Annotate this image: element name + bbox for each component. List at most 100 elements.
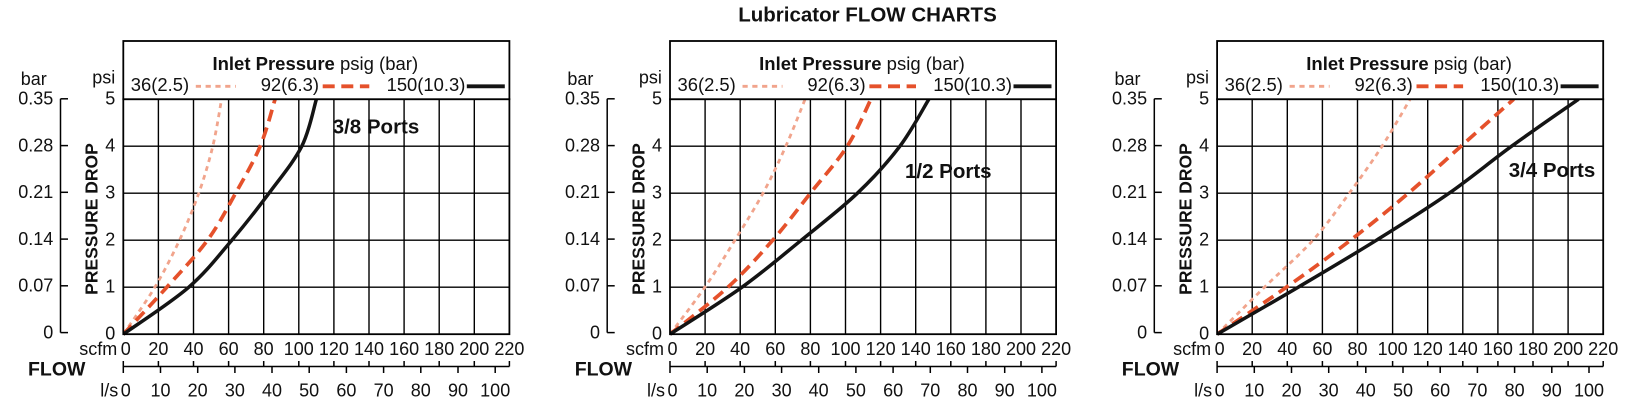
svg-text:100: 100: [284, 339, 314, 359]
svg-text:36(2.5): 36(2.5): [131, 74, 189, 95]
svg-text:80: 80: [411, 380, 431, 400]
svg-text:0: 0: [1215, 339, 1225, 359]
svg-text:0: 0: [43, 322, 53, 342]
svg-text:20: 20: [1242, 339, 1262, 359]
svg-text:160: 160: [1483, 339, 1513, 359]
svg-text:0.21: 0.21: [18, 182, 53, 202]
svg-text:psi: psi: [639, 68, 662, 88]
svg-text:80: 80: [1347, 339, 1367, 359]
svg-text:bar: bar: [1114, 69, 1140, 89]
svg-text:60: 60: [765, 339, 785, 359]
svg-text:100: 100: [480, 380, 510, 400]
svg-text:60: 60: [336, 380, 356, 400]
svg-text:0: 0: [121, 380, 131, 400]
svg-text:0: 0: [667, 380, 677, 400]
svg-text:180: 180: [971, 339, 1001, 359]
svg-text:PRESSURE DROP: PRESSURE DROP: [1176, 143, 1196, 295]
svg-text:70: 70: [374, 380, 394, 400]
svg-text:4: 4: [105, 136, 115, 156]
svg-text:100: 100: [830, 339, 860, 359]
svg-text:40: 40: [1277, 339, 1297, 359]
svg-text:60: 60: [1312, 339, 1332, 359]
svg-text:140: 140: [1448, 339, 1478, 359]
svg-text:70: 70: [920, 380, 940, 400]
svg-text:0.35: 0.35: [1112, 89, 1147, 109]
svg-text:40: 40: [730, 339, 750, 359]
svg-text:100: 100: [1574, 380, 1604, 400]
svg-text:PRESSURE DROP: PRESSURE DROP: [82, 143, 102, 295]
svg-text:20: 20: [148, 339, 168, 359]
svg-text:60: 60: [219, 339, 239, 359]
svg-text:0.07: 0.07: [1112, 276, 1147, 296]
svg-text:180: 180: [1518, 339, 1548, 359]
svg-text:140: 140: [354, 339, 384, 359]
svg-text:10: 10: [697, 380, 717, 400]
svg-text:5: 5: [1199, 89, 1209, 109]
svg-text:0.21: 0.21: [565, 182, 600, 202]
svg-text:3: 3: [1199, 183, 1209, 203]
svg-text:0: 0: [121, 339, 131, 359]
svg-text:scfm: scfm: [79, 339, 117, 359]
svg-text:0.07: 0.07: [18, 276, 53, 296]
svg-text:40: 40: [1356, 380, 1376, 400]
svg-text:0: 0: [105, 324, 115, 344]
svg-text:0.07: 0.07: [565, 276, 600, 296]
svg-text:20: 20: [734, 380, 754, 400]
svg-text:90: 90: [1542, 380, 1562, 400]
svg-text:90: 90: [995, 380, 1015, 400]
svg-text:1: 1: [652, 277, 662, 297]
svg-text:1: 1: [1199, 277, 1209, 297]
svg-text:92(6.3): 92(6.3): [1355, 74, 1413, 95]
svg-text:160: 160: [936, 339, 966, 359]
svg-text:150(10.3): 150(10.3): [933, 74, 1012, 95]
svg-text:4: 4: [1199, 136, 1209, 156]
svg-text:0.28: 0.28: [565, 135, 600, 155]
svg-text:120: 120: [866, 339, 896, 359]
svg-text:Lubricator FLOW CHARTS: Lubricator FLOW CHARTS: [738, 4, 997, 27]
svg-text:scfm: scfm: [1173, 339, 1211, 359]
svg-text:3: 3: [105, 183, 115, 203]
svg-text:200: 200: [459, 339, 489, 359]
svg-text:150(10.3): 150(10.3): [1480, 74, 1559, 95]
svg-text:30: 30: [1319, 380, 1339, 400]
svg-text:scfm: scfm: [626, 339, 664, 359]
svg-text:92(6.3): 92(6.3): [261, 74, 319, 95]
svg-text:92(6.3): 92(6.3): [807, 74, 865, 95]
svg-text:2: 2: [1199, 230, 1209, 250]
svg-text:0.21: 0.21: [1112, 182, 1147, 202]
svg-text:60: 60: [883, 380, 903, 400]
svg-text:220: 220: [494, 339, 524, 359]
svg-text:220: 220: [1041, 339, 1071, 359]
svg-text:FLOW: FLOW: [575, 359, 633, 381]
svg-text:80: 80: [1505, 380, 1525, 400]
svg-text:50: 50: [1393, 380, 1413, 400]
svg-text:20: 20: [1281, 380, 1301, 400]
svg-text:140: 140: [901, 339, 931, 359]
svg-text:20: 20: [188, 380, 208, 400]
svg-text:180: 180: [424, 339, 454, 359]
svg-text:160: 160: [389, 339, 419, 359]
svg-text:120: 120: [319, 339, 349, 359]
svg-text:100: 100: [1027, 380, 1057, 400]
svg-text:80: 80: [800, 339, 820, 359]
svg-text:FLOW: FLOW: [1122, 359, 1180, 381]
svg-text:2: 2: [652, 230, 662, 250]
svg-text:psi: psi: [92, 68, 115, 88]
svg-text:0: 0: [1199, 324, 1209, 344]
svg-text:30: 30: [225, 380, 245, 400]
svg-text:36(2.5): 36(2.5): [1225, 74, 1283, 95]
svg-text:FLOW: FLOW: [28, 359, 86, 381]
svg-text:1/2 Ports: 1/2 Ports: [905, 160, 992, 183]
svg-text:4: 4: [652, 136, 662, 156]
svg-text:36(2.5): 36(2.5): [678, 74, 736, 95]
svg-text:bar: bar: [21, 69, 47, 89]
svg-text:80: 80: [957, 380, 977, 400]
svg-text:0.14: 0.14: [565, 229, 600, 249]
svg-text:20: 20: [695, 339, 715, 359]
svg-text:120: 120: [1413, 339, 1443, 359]
svg-text:80: 80: [254, 339, 274, 359]
svg-text:50: 50: [846, 380, 866, 400]
svg-text:0.14: 0.14: [1112, 229, 1147, 249]
svg-text:3/4 Ports: 3/4 Ports: [1509, 159, 1596, 182]
svg-text:5: 5: [652, 89, 662, 109]
